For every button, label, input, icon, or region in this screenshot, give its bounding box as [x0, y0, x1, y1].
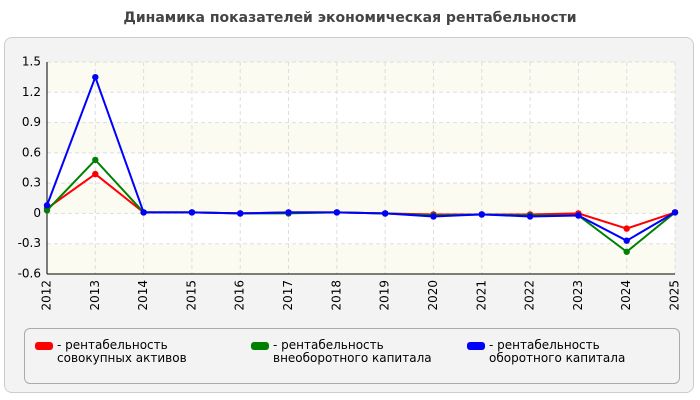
data-point — [43, 207, 51, 214]
y-tick-label: 0 — [33, 206, 41, 220]
y-tick-label: 0.3 — [22, 176, 41, 190]
data-point — [430, 213, 437, 220]
legend: рентабельность совокупных активов рентабе… — [24, 328, 680, 384]
chart-title: Динамика показателей экономическая рента… — [123, 10, 577, 26]
y-tick-label: -0.6 — [18, 267, 41, 281]
x-tick-label: 2023 — [571, 280, 585, 311]
x-tick-label: 2025 — [668, 280, 682, 311]
x-tick-label: 2021 — [474, 280, 488, 311]
x-tick-label: 2015 — [184, 280, 198, 311]
data-point — [333, 209, 341, 216]
data-point — [92, 170, 99, 178]
data-point — [92, 73, 99, 81]
legend-label: рентабельность совокупных активов — [57, 339, 237, 365]
plot-band — [47, 62, 675, 93]
legend-swatch — [467, 342, 485, 350]
y-tick-label: 1.5 — [22, 55, 41, 69]
legend-label: рентабельность внеоборотного капитала — [273, 339, 453, 365]
x-tick-label: 2012 — [40, 280, 54, 311]
x-tick-label: 2017 — [281, 280, 295, 311]
data-point — [285, 209, 292, 216]
legend-swatch — [35, 342, 53, 350]
x-tick-label: 2016 — [233, 280, 247, 311]
data-point — [623, 225, 630, 232]
data-point — [671, 209, 679, 216]
plot-band — [47, 183, 675, 214]
x-tick-label: 2020 — [426, 280, 440, 311]
data-point — [237, 210, 244, 217]
data-point — [575, 212, 582, 219]
series-line — [46, 74, 676, 242]
x-tick-label: 2022 — [523, 280, 537, 311]
data-point — [526, 213, 534, 220]
legend-swatch — [251, 342, 269, 350]
x-tick-label: 2024 — [619, 280, 633, 311]
x-tick-label: 2013 — [88, 280, 102, 311]
y-tick-label: 0.9 — [22, 115, 41, 129]
y-tick-label: 1.2 — [22, 85, 41, 99]
x-tick-label: 2019 — [378, 280, 392, 311]
data-point — [381, 210, 389, 217]
data-point — [623, 237, 630, 244]
y-tick-label: -0.3 — [18, 236, 41, 250]
data-point — [140, 209, 147, 216]
plot-band — [47, 243, 675, 274]
x-tick-label: 2014 — [136, 280, 150, 311]
plot-area — [47, 62, 675, 274]
data-point — [92, 156, 99, 164]
legend-label: рентабельность оборотного капитала — [489, 339, 669, 365]
data-point — [43, 202, 51, 209]
plot-band — [47, 122, 675, 153]
data-point — [478, 211, 485, 218]
y-tick-label: 0.6 — [22, 145, 41, 159]
x-tick-label: 2018 — [329, 280, 343, 311]
data-point — [188, 209, 196, 216]
data-point — [623, 248, 630, 255]
